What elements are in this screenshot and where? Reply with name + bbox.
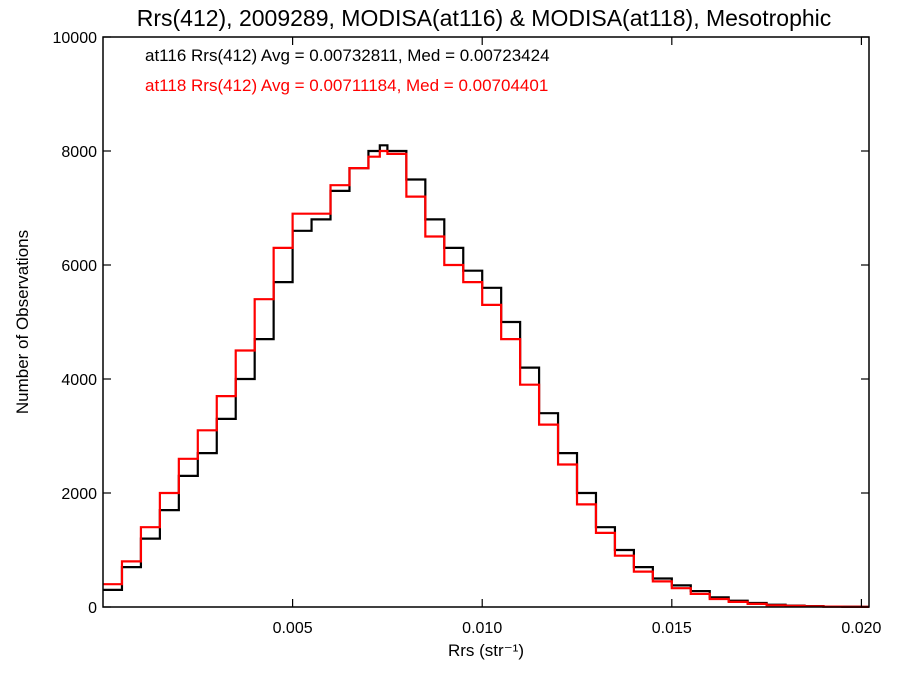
legend-entry-at118: at118 Rrs(412) Avg = 0.00711184, Med = 0…: [145, 76, 548, 95]
plot-frame: [102, 36, 870, 608]
y-tick-label: 2000: [61, 486, 97, 503]
x-tick-label: 0.015: [652, 620, 692, 637]
ticks-layer: 0.005 0.010 0.015 0.020 0 2000 4000 6000 8000 100…: [53, 30, 882, 637]
x-tick-label: 0.010: [462, 620, 502, 637]
y-tick-label: 0: [88, 600, 97, 617]
y-tick-label: 6000: [61, 258, 97, 275]
y-tick-label: 8000: [61, 144, 97, 161]
legend: at116 Rrs(412) Avg = 0.00732811, Med = 0…: [145, 46, 550, 95]
x-axis-label: Rrs (str⁻¹): [448, 641, 524, 660]
y-axis-label: Number of Observations: [13, 230, 32, 414]
chart-title: Rrs(412), 2009289, MODISA(at116) & MODIS…: [137, 5, 832, 31]
x-tick-label: 0.005: [273, 620, 313, 637]
y-tick-label: 4000: [61, 372, 97, 389]
series-layer: [103, 144, 869, 608]
x-tick-label: 0.020: [841, 620, 881, 637]
series-at118-line: [103, 149, 869, 608]
legend-entry-at116: at116 Rrs(412) Avg = 0.00732811, Med = 0…: [145, 46, 550, 65]
series-at116-line: [103, 144, 869, 608]
y-tick-label: 10000: [53, 30, 98, 47]
